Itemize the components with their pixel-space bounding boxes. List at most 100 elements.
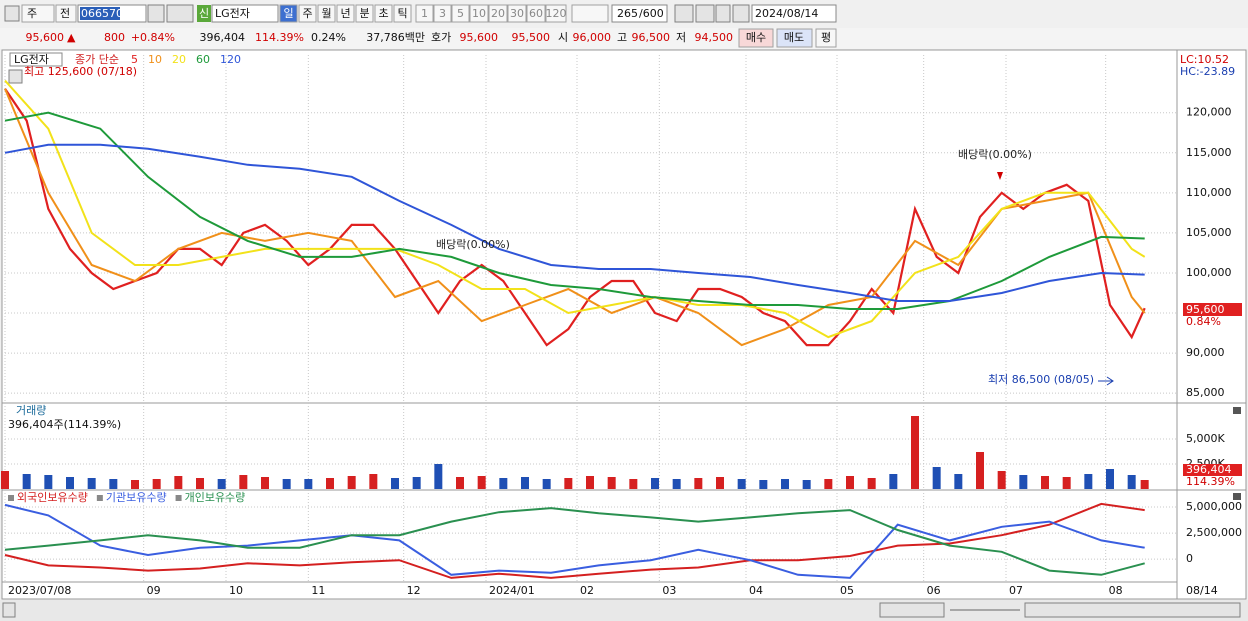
period-button[interactable] bbox=[317, 4, 336, 23]
prev: 전 bbox=[60, 7, 70, 20]
legend-swatch bbox=[8, 495, 14, 501]
interval-button[interactable] bbox=[545, 4, 567, 23]
interval-button[interactable] bbox=[451, 4, 470, 23]
name-box[interactable] bbox=[211, 4, 279, 23]
y-tick-label: 100,000 bbox=[1186, 266, 1232, 279]
volume-bar bbox=[824, 479, 833, 489]
last-rate: 0.84% bbox=[1186, 315, 1221, 328]
panel-close[interactable] bbox=[1233, 493, 1241, 500]
interval: 30 bbox=[510, 7, 524, 20]
volume-bar bbox=[932, 467, 941, 489]
period-button[interactable] bbox=[298, 4, 317, 23]
volume-bar bbox=[954, 474, 963, 489]
buy-button[interactable] bbox=[738, 28, 774, 48]
series-line bbox=[4, 88, 1146, 347]
interval-button[interactable] bbox=[415, 4, 434, 23]
legend-swatch bbox=[175, 495, 182, 501]
search-icon[interactable] bbox=[147, 4, 165, 23]
volume-bar bbox=[1019, 475, 1028, 489]
interval: 5 bbox=[457, 7, 464, 20]
panel-close[interactable] bbox=[1233, 407, 1241, 414]
legend-prefix: 종가 단순 bbox=[75, 53, 119, 66]
period-button[interactable] bbox=[355, 4, 374, 23]
panel-title: 거래량 bbox=[16, 404, 46, 417]
volume-bar bbox=[152, 479, 161, 489]
period-button[interactable] bbox=[393, 4, 412, 23]
count-box[interactable] bbox=[611, 4, 668, 23]
chart-icon[interactable] bbox=[8, 69, 23, 84]
y-tick-label: 5,000,000 bbox=[1186, 500, 1242, 513]
last-volume-rate: 114.39% bbox=[1186, 475, 1235, 488]
price-arrow: ▲ bbox=[67, 31, 76, 44]
change: 800 bbox=[104, 31, 125, 44]
scroll-left[interactable] bbox=[2, 602, 16, 618]
interval-button[interactable] bbox=[488, 4, 508, 23]
sell: 매도 bbox=[784, 31, 804, 44]
panel-subtitle: 396,404주(114.39%) bbox=[8, 418, 121, 431]
x-tick-label: 05 bbox=[840, 584, 854, 597]
interval-button[interactable] bbox=[469, 4, 489, 23]
market-select[interactable] bbox=[21, 4, 55, 23]
interval-button[interactable] bbox=[433, 4, 452, 23]
high-label: 고 bbox=[617, 31, 627, 44]
prev-button[interactable] bbox=[55, 4, 77, 23]
y-tick-label: 0 bbox=[1186, 552, 1193, 565]
avg-button[interactable] bbox=[815, 28, 837, 48]
volume-bar bbox=[1140, 480, 1149, 489]
code-selection bbox=[80, 7, 120, 20]
code: 066570 bbox=[81, 7, 123, 20]
market: 주 bbox=[27, 7, 37, 20]
blank-select[interactable] bbox=[571, 4, 609, 23]
volume-bar bbox=[737, 479, 746, 489]
count-total: /600 bbox=[639, 7, 664, 20]
interval-button[interactable] bbox=[526, 4, 546, 23]
volume-bar bbox=[456, 477, 464, 489]
volume-bar bbox=[261, 477, 269, 489]
volume-bar bbox=[217, 479, 226, 489]
period-button[interactable] bbox=[374, 4, 393, 23]
volume-bar bbox=[499, 478, 508, 489]
volume-bar bbox=[44, 475, 53, 489]
tool-buttons[interactable] bbox=[1024, 602, 1241, 618]
ask-label: 호가 bbox=[431, 31, 451, 44]
legend-entry: 기관보유수량 bbox=[106, 491, 167, 504]
x-tick-label: 06 bbox=[927, 584, 941, 597]
x-tick-label: 2024/01 bbox=[489, 584, 535, 597]
stock-name: LG전자 bbox=[215, 7, 250, 20]
tool-icon[interactable] bbox=[695, 4, 715, 23]
x-end-label: 08/14 bbox=[1186, 584, 1218, 597]
nav-buttons[interactable] bbox=[879, 602, 945, 618]
settings-icon[interactable] bbox=[732, 4, 750, 23]
save-icon[interactable] bbox=[715, 4, 731, 23]
y-tick-label: 105,000 bbox=[1186, 226, 1232, 239]
volume-bar bbox=[1084, 474, 1093, 489]
period: 틱 bbox=[397, 7, 407, 20]
date-box[interactable] bbox=[751, 4, 837, 23]
tool-icon[interactable] bbox=[674, 4, 694, 23]
legend-entry: 20 bbox=[172, 53, 186, 66]
lc-label: LC:10.52 bbox=[1180, 53, 1229, 66]
x-tick-label: 12 bbox=[407, 584, 421, 597]
volume-bar bbox=[239, 475, 248, 489]
legend-swatch bbox=[96, 495, 103, 501]
low: 94,500 bbox=[695, 31, 734, 44]
period-button[interactable] bbox=[336, 4, 355, 23]
open-label: 시 bbox=[558, 31, 568, 44]
sound-icon[interactable] bbox=[166, 4, 194, 23]
volume-bar bbox=[1106, 469, 1114, 489]
sell-button[interactable] bbox=[776, 28, 813, 48]
interval: 10 bbox=[472, 7, 486, 20]
volume-bar bbox=[997, 471, 1006, 489]
volume-bar bbox=[521, 477, 529, 489]
interval-button[interactable] bbox=[507, 4, 527, 23]
menu-icon[interactable] bbox=[4, 5, 20, 22]
volume-bar bbox=[282, 479, 291, 489]
hc-label: HC:-23.89 bbox=[1180, 65, 1235, 78]
volume: 396,404 bbox=[200, 31, 246, 44]
series-line bbox=[4, 88, 1146, 347]
annotation-arrow bbox=[997, 172, 1003, 180]
volume-bar bbox=[434, 464, 443, 489]
period-button[interactable] bbox=[279, 4, 298, 23]
chart-title: LG전자 bbox=[14, 53, 49, 66]
